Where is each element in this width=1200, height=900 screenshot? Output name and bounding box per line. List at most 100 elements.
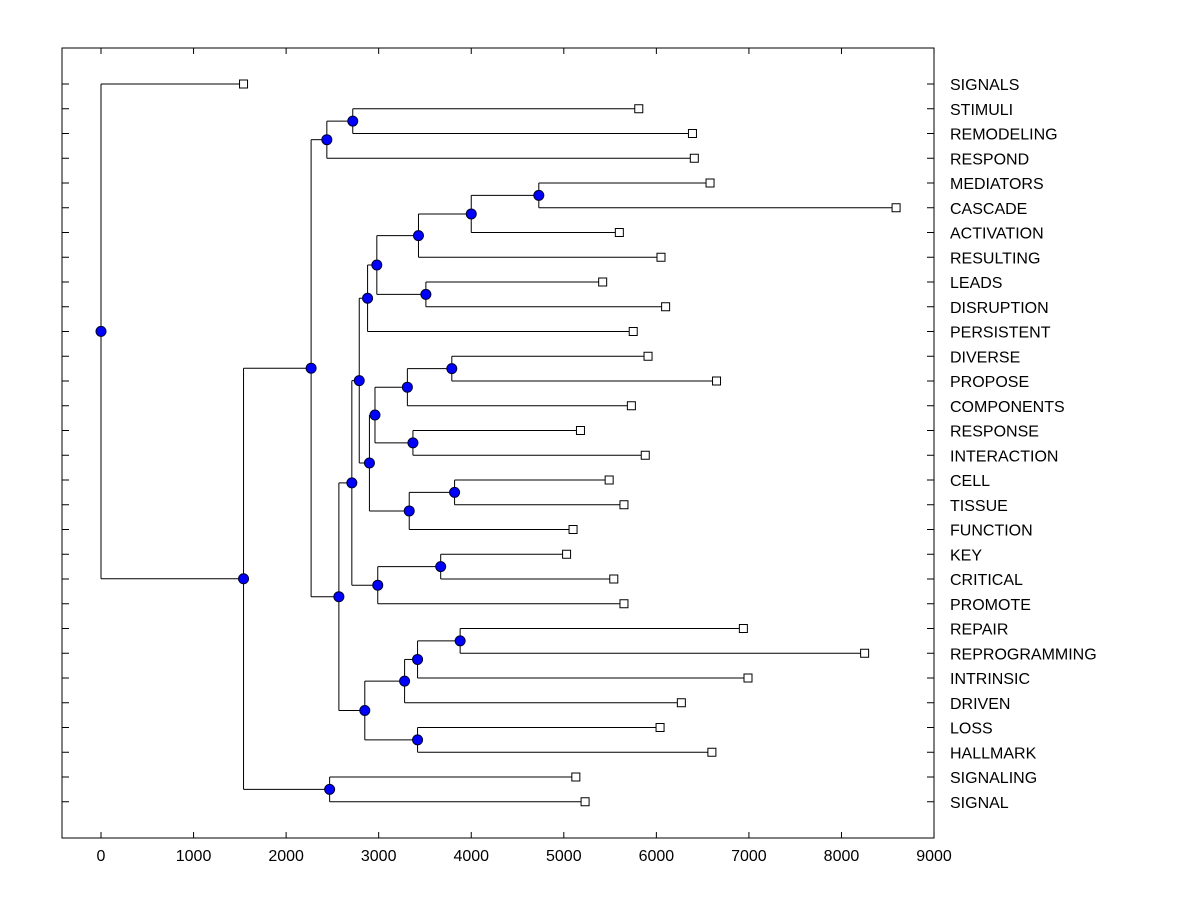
leaf-marker (687, 129, 697, 138)
x-tick-label: 3000 (361, 848, 397, 865)
leaf-label: LOSS (950, 721, 993, 738)
x-tick-label: 0 (97, 848, 106, 865)
merge-node (321, 134, 333, 146)
leaf-marker (712, 376, 722, 386)
leaf-marker (705, 178, 715, 188)
leaf-marker (614, 228, 624, 237)
merge-node (412, 230, 424, 242)
axis-ticks (62, 48, 935, 838)
merge-node (403, 505, 415, 517)
leaf-label: RESPONSE (950, 424, 1039, 441)
x-tick-label: 6000 (639, 848, 675, 865)
leaf-label: FUNCTION (950, 523, 1033, 540)
leaf-marker (628, 327, 638, 336)
leaf-label: CASCADE (950, 201, 1027, 218)
leaf-label: SIGNALING (950, 770, 1037, 787)
leaf-marker (571, 772, 581, 782)
x-tick-label: 4000 (453, 848, 489, 865)
leaf-marker (619, 599, 629, 609)
leaf-marker (634, 104, 644, 114)
leaf-marker (689, 153, 699, 163)
merge-node (533, 189, 545, 201)
merge-node (333, 591, 345, 603)
merge-node (412, 653, 424, 665)
leaf-label: CRITICAL (950, 572, 1023, 589)
merge-node (305, 362, 317, 374)
leaf-label: SIGNAL (950, 795, 1009, 812)
leaf-label: DISRUPTION (950, 300, 1049, 317)
leaf-marker (676, 698, 686, 708)
leaf-label: STIMULI (950, 102, 1013, 119)
merge-node (372, 579, 384, 591)
merge-node (399, 675, 411, 687)
leaf-label: TISSUE (950, 498, 1008, 515)
leaf-marker (568, 525, 578, 534)
merge-node (449, 486, 461, 498)
leaf-label: PROPOSE (950, 374, 1029, 391)
leaf-marker (575, 426, 585, 435)
merge-node (407, 437, 419, 449)
leaf-label: ACTIVATION (950, 226, 1044, 243)
x-tick-label: 8000 (824, 848, 860, 865)
merge-node (95, 325, 107, 337)
leaf-label: INTRINSIC (950, 671, 1030, 688)
leaf-marker (656, 252, 666, 262)
leaf-labels: SIGNALS STIMULI REMODELING RESPOND MEDIATORS… (950, 77, 1097, 812)
leaf-marker (609, 574, 619, 584)
leaf-label: REPROGRAMMING (950, 646, 1097, 663)
merge-node (362, 292, 374, 304)
leaf-marker (661, 302, 671, 312)
leaf-label: LEADS (950, 275, 1002, 292)
leaf-label: DIVERSE (950, 349, 1020, 366)
leaf-label: RESULTING (950, 250, 1040, 267)
merge-node (401, 381, 413, 393)
leaf-marker (604, 475, 614, 485)
x-tick-label: 9000 (916, 848, 952, 865)
leaf-label: KEY (950, 547, 982, 564)
merge-node (435, 561, 447, 573)
leaf-label: CELL (950, 473, 990, 490)
merge-node (238, 573, 250, 585)
x-axis-tick-labels: 0 1000 2000 3000 4000 5000 6000 7000 8000 9000 (97, 848, 952, 865)
leaf-label: PROMOTE (950, 597, 1031, 614)
merge-node (420, 288, 432, 300)
leaf-marker (640, 450, 650, 460)
leaf-marker (626, 401, 636, 411)
x-tick-label: 2000 (268, 848, 304, 865)
leaf-label: DRIVEN (950, 696, 1010, 713)
leaf-label: SIGNALS (950, 77, 1019, 94)
leaf-label: COMPONENTS (950, 399, 1065, 416)
leaf-label: INTERACTION (950, 448, 1058, 465)
leaf-markers (239, 79, 901, 807)
merge-node (363, 457, 375, 469)
leaf-marker (891, 203, 901, 213)
merge-node (465, 208, 477, 220)
leaf-label: MEDIATORS (950, 176, 1044, 193)
merge-node (353, 375, 365, 387)
dendrogram-links (100, 83, 897, 803)
plot-frame (61, 47, 935, 839)
leaf-label: HALLMARK (950, 745, 1037, 762)
leaf-marker (707, 747, 717, 757)
merge-node (369, 409, 381, 421)
x-tick-label: 1000 (176, 848, 212, 865)
merge-node (359, 704, 371, 716)
leaf-marker (580, 797, 590, 807)
leaf-marker (738, 624, 748, 633)
leaf-marker (562, 549, 572, 559)
leaf-marker (598, 277, 608, 287)
merge-nodes (95, 115, 545, 795)
leaf-label: REPAIR (950, 622, 1008, 639)
leaf-marker (860, 648, 870, 658)
merge-node (446, 363, 458, 375)
leaf-marker (643, 351, 653, 361)
leaf-marker (239, 79, 249, 89)
leaf-label: RESPOND (950, 151, 1029, 168)
leaf-marker (655, 723, 665, 732)
leaf-marker (743, 673, 753, 683)
leaf-label: PERSISTENT (950, 325, 1051, 342)
x-tick-label: 5000 (546, 848, 582, 865)
merge-node (412, 734, 424, 746)
merge-node (454, 635, 466, 647)
